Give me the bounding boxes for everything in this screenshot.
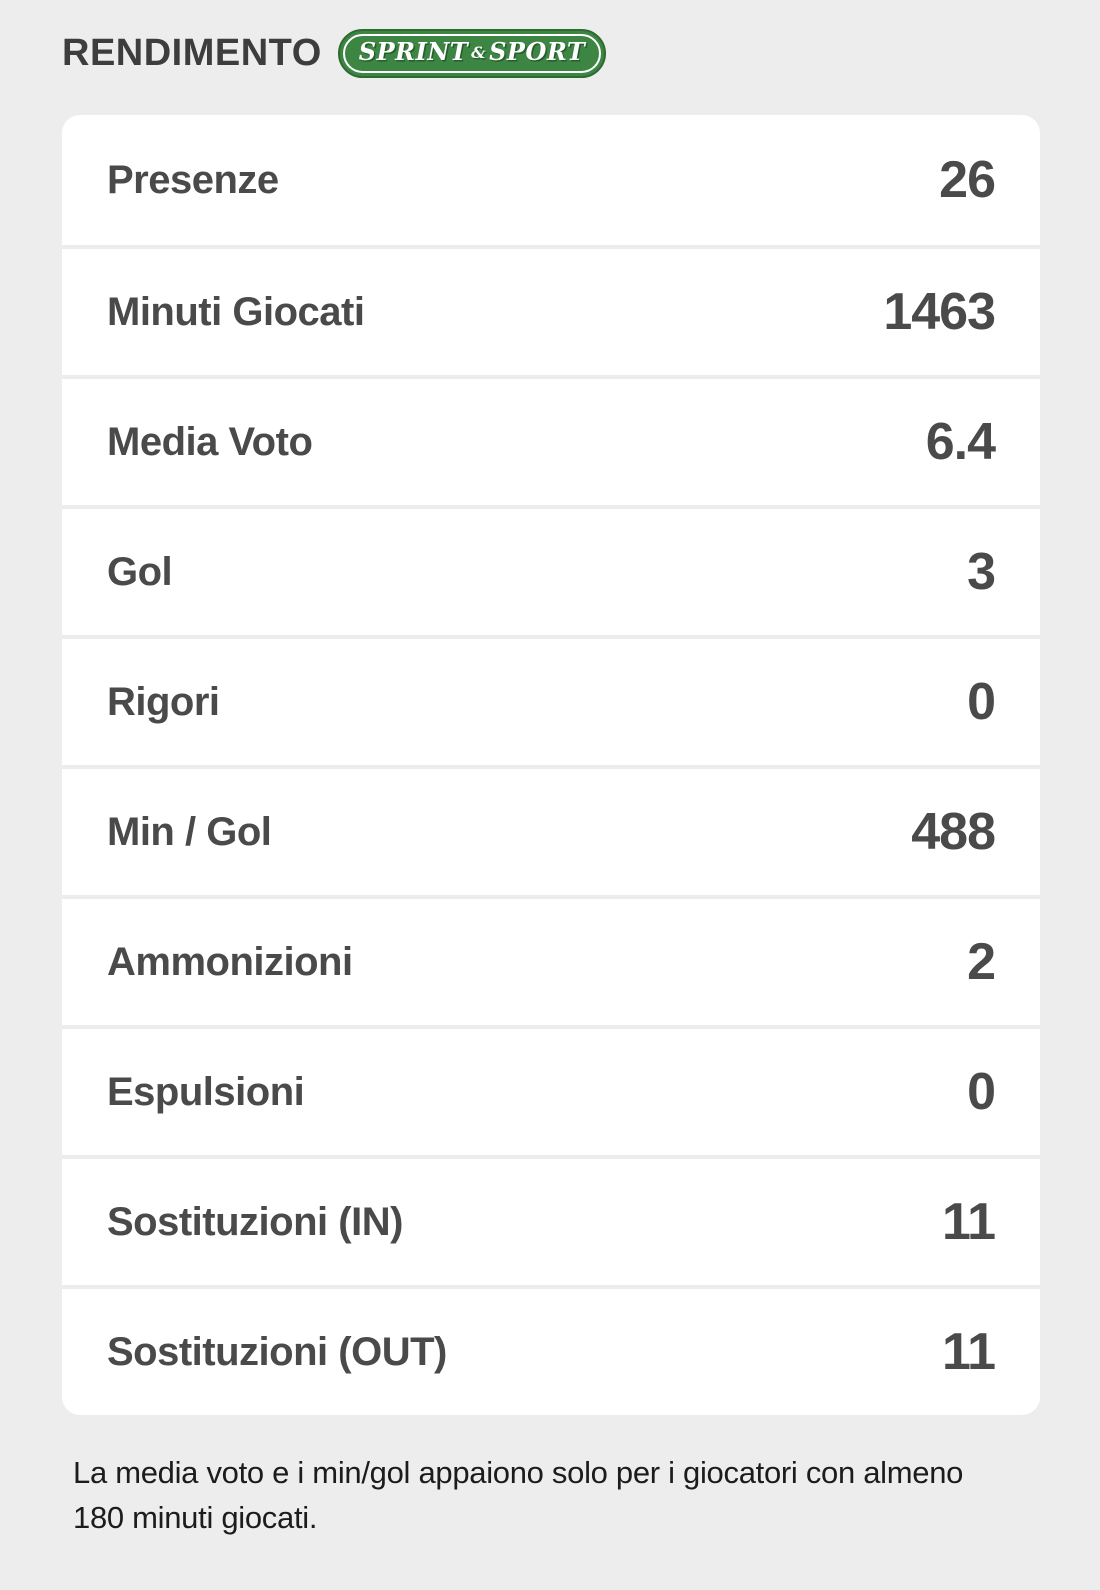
stat-label: Ammonizioni (107, 939, 353, 984)
stat-label: Espulsioni (107, 1069, 305, 1114)
stat-row-rigori: Rigori 0 (62, 635, 1040, 765)
logo-text-sprint: SPRINT (358, 37, 469, 66)
stat-value: 6.4 (925, 413, 996, 471)
stat-label: Rigori (107, 679, 220, 724)
stat-value: 2 (967, 933, 996, 991)
stat-row-ammonizioni: Ammonizioni 2 (62, 895, 1040, 1025)
page-header: RENDIMENTO SPRINT & SPORT (62, 28, 1040, 78)
stat-label: Media Voto (107, 419, 313, 464)
footnote: La media voto e i min/gol appaiono solo … (73, 1455, 964, 1535)
stat-label: Presenze (107, 157, 279, 202)
page-title: RENDIMENTO (62, 32, 322, 74)
stat-label: Gol (107, 549, 173, 594)
stat-row-sostituzioni-in: Sostituzioni (IN) 11 (62, 1155, 1040, 1285)
stat-row-media-voto: Media Voto 6.4 (62, 375, 1040, 505)
stat-value: 11 (942, 1323, 996, 1381)
stat-label: Sostituzioni (OUT) (107, 1329, 447, 1374)
stat-row-min-gol: Min / Gol 488 (62, 765, 1040, 895)
logo-inner-ring: SPRINT & SPORT (342, 33, 602, 73)
logo-ampersand: & (471, 43, 487, 62)
stat-value: 26 (939, 151, 996, 209)
stat-label: Min / Gol (107, 809, 272, 854)
stat-value: 1463 (883, 283, 996, 341)
stat-row-sostituzioni-out: Sostituzioni (OUT) 11 (62, 1285, 1040, 1415)
stat-row-espulsioni: Espulsioni 0 (62, 1025, 1040, 1155)
stat-label: Sostituzioni (IN) (107, 1199, 403, 1244)
stat-value: 11 (942, 1193, 996, 1251)
stat-value: 3 (967, 543, 996, 601)
stat-value: 0 (967, 673, 996, 731)
stats-card: Presenze 26 Minuti Giocati 1463 Media Vo… (62, 115, 1040, 1415)
logo-text: SPRINT & SPORT (359, 40, 585, 64)
stat-row-presenze: Presenze 26 (62, 115, 1040, 245)
logo-text-sport: SPORT (489, 37, 586, 66)
stat-row-minuti-giocati: Minuti Giocati 1463 (62, 245, 1040, 375)
stat-row-gol: Gol 3 (62, 505, 1040, 635)
stat-value: 0 (967, 1063, 996, 1121)
stat-value: 488 (911, 803, 996, 861)
stat-label: Minuti Giocati (107, 289, 365, 334)
sprint-sport-logo: SPRINT & SPORT (337, 28, 607, 78)
